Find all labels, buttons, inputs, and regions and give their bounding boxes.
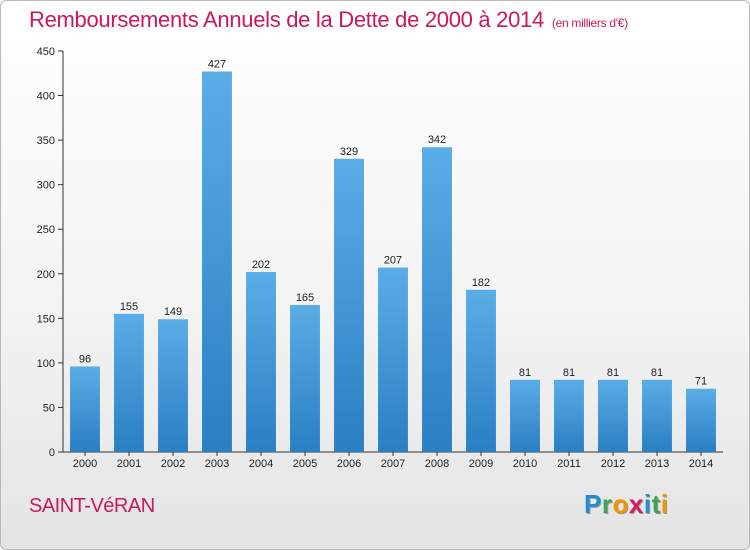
x-tick-label: 2012 (601, 458, 625, 470)
logo-letter: i (660, 489, 669, 519)
data-label: 96 (79, 353, 91, 365)
y-tick-label: 150 (37, 313, 55, 325)
data-label: 81 (519, 367, 531, 379)
data-label: 202 (252, 259, 270, 271)
y-tick-label: 0 (49, 447, 55, 459)
bar (70, 366, 100, 452)
y-tick-label: 100 (37, 358, 55, 370)
bar (378, 267, 408, 452)
logo-letter: P (584, 489, 602, 519)
chart-title-text: Remboursements Annuels de la Dette de 20… (29, 7, 544, 32)
y-tick-label: 350 (37, 135, 55, 147)
x-tick-label: 2000 (73, 458, 97, 470)
y-tick-label: 200 (37, 269, 55, 281)
bar (422, 147, 452, 453)
place-name: SAINT-VéRAN (29, 495, 155, 517)
chart-unit: (en milliers d'€) (551, 16, 628, 30)
x-tick-label: 2014 (689, 458, 713, 470)
logo-letter: r (601, 489, 613, 519)
bar (202, 71, 232, 453)
bar (510, 379, 540, 452)
y-tick-label: 300 (37, 180, 55, 192)
data-label: 81 (607, 367, 619, 379)
y-tick-label: 50 (43, 402, 55, 414)
data-label: 81 (651, 367, 663, 379)
proxiti-logo: Proxiti (584, 489, 668, 520)
x-tick-label: 2013 (645, 458, 669, 470)
x-tick-label: 2011 (557, 458, 581, 470)
x-tick-label: 2003 (205, 458, 229, 470)
y-tick-label: 400 (37, 91, 55, 103)
x-tick-label: 2010 (513, 458, 537, 470)
bar (686, 388, 716, 452)
x-tick-label: 2001 (117, 458, 141, 470)
data-label: 155 (120, 301, 138, 313)
data-label: 207 (384, 255, 402, 267)
x-tick-label: 2002 (161, 458, 185, 470)
x-tick-label: 2004 (249, 458, 273, 470)
data-label: 165 (296, 292, 314, 304)
x-tick-label: 2006 (337, 458, 361, 470)
x-tick-label: 2008 (425, 458, 449, 470)
bar (290, 304, 320, 452)
x-tick-label: 2007 (381, 458, 405, 470)
logo-letter: t (651, 489, 661, 519)
data-label: 342 (428, 134, 446, 146)
bar (114, 313, 144, 452)
chart-bars (70, 71, 716, 453)
data-label: 427 (208, 58, 226, 70)
bar (466, 289, 496, 452)
data-label: 71 (695, 376, 707, 388)
y-tick-label: 250 (37, 224, 55, 236)
data-label: 149 (164, 306, 182, 318)
y-tick-label: 450 (37, 46, 55, 58)
bar (554, 379, 584, 452)
bar (334, 158, 364, 452)
logo-letter: o (612, 489, 629, 519)
bar (158, 319, 188, 452)
bar (598, 379, 628, 452)
data-label: 329 (340, 146, 358, 158)
logo-letter: i (643, 489, 652, 519)
data-label: 81 (563, 367, 575, 379)
x-tick-label: 2009 (469, 458, 493, 470)
bar (246, 271, 276, 452)
x-tick-label: 2005 (293, 458, 317, 470)
logo-letter: x (628, 489, 644, 519)
data-label: 182 (472, 277, 490, 289)
bar (642, 379, 672, 452)
chart-title: Remboursements Annuels de la Dette de 20… (29, 7, 628, 33)
chart-labels: 2000 96 2001 155 2002 149 2003 427 2004 202 2005 16… (73, 58, 713, 470)
